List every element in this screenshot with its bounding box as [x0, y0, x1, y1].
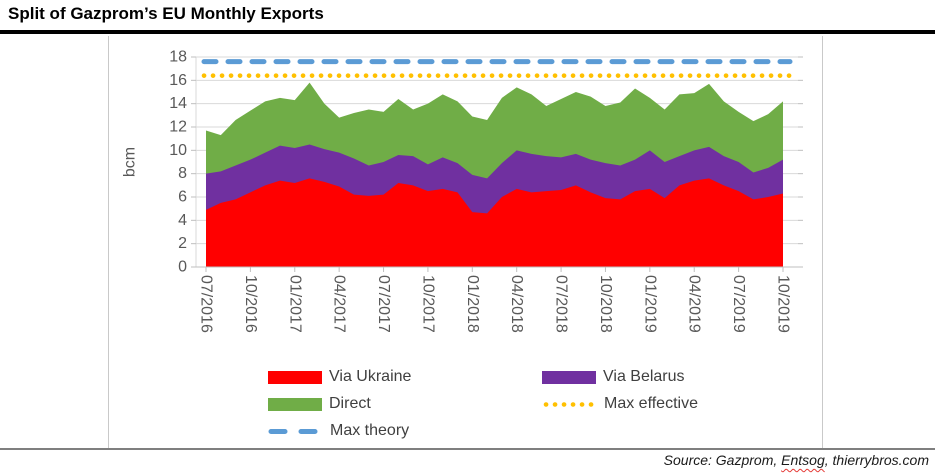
source-prefix: Source: Gazprom, [663, 452, 782, 468]
source-entsog: Entsog [781, 452, 825, 468]
legend-item-via-belarus[interactable]: Via Belarus [542, 368, 685, 386]
legend-label-via-ukraine: Via Ukraine [329, 368, 412, 385]
chart-frame [108, 36, 823, 448]
legend-item-max-theory[interactable]: Max theory [268, 422, 409, 440]
bottom-divider [0, 448, 935, 450]
legend-label-via-belarus: Via Belarus [603, 368, 685, 385]
legend-item-max-effective[interactable]: Max effective [542, 395, 698, 413]
legend-label-max-theory: Max theory [330, 422, 410, 439]
legend-swatch-max-effective [543, 401, 597, 407]
source-note: Source: Gazprom, Entsog, thierrybros.com [664, 452, 929, 468]
legend-item-via-ukraine[interactable]: Via Ukraine [268, 368, 411, 386]
legend-label-max-effective: Max effective [604, 395, 698, 412]
source-suffix: , thierrybros.com [824, 452, 929, 468]
legend-swatch-via-belarus [542, 370, 596, 384]
legend-item-direct[interactable]: Direct [268, 395, 371, 413]
legend-label-direct: Direct [329, 395, 371, 412]
chart-title: Split of Gazprom’s EU Monthly Exports [8, 4, 324, 23]
legend-swatch-via-ukraine [268, 370, 322, 384]
legend-swatch-max-theory [268, 428, 323, 434]
legend-swatch-direct [268, 397, 322, 411]
title-underline [0, 30, 935, 34]
